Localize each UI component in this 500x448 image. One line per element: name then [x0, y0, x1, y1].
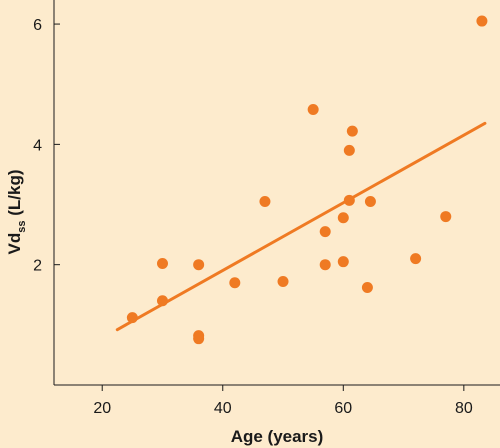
x-axis-title: Age (years) — [231, 427, 324, 446]
data-point — [361, 282, 373, 294]
data-point — [476, 15, 488, 27]
data-point — [229, 277, 241, 289]
data-point — [277, 276, 289, 288]
data-point — [319, 226, 331, 238]
data-point — [259, 196, 271, 208]
y-tick-label: 2 — [33, 258, 42, 275]
x-tick-label: 40 — [214, 400, 232, 417]
data-point — [440, 211, 452, 223]
data-point — [346, 125, 358, 137]
data-point — [126, 312, 138, 324]
data-point — [307, 103, 319, 115]
regression-line — [115, 121, 487, 332]
y-axis-ticks: 2 4 6 — [33, 17, 60, 275]
y-tick-label: 6 — [33, 17, 42, 34]
y-axis-title-main: Vd — [5, 233, 24, 255]
data-point — [319, 259, 331, 271]
x-axis-ticks: 20 40 60 80 — [93, 385, 473, 417]
data-point — [364, 196, 376, 208]
data-points — [126, 15, 488, 345]
data-point — [343, 194, 355, 206]
x-tick-label: 20 — [93, 400, 111, 417]
y-axis-title-subscript: ss — [16, 221, 28, 233]
data-point — [343, 144, 355, 156]
data-point — [337, 212, 349, 224]
y-axis-title-units: (L/kg) — [5, 170, 24, 221]
x-tick-label: 60 — [334, 400, 352, 417]
y-tick-label: 4 — [33, 137, 42, 154]
data-point — [193, 333, 205, 345]
data-point — [193, 259, 205, 271]
data-point — [156, 295, 168, 307]
data-point — [156, 257, 168, 269]
data-point — [410, 253, 422, 265]
data-point — [337, 256, 349, 268]
x-tick-label: 80 — [455, 400, 473, 417]
y-axis-title: Vdss (L/kg) — [5, 170, 28, 255]
